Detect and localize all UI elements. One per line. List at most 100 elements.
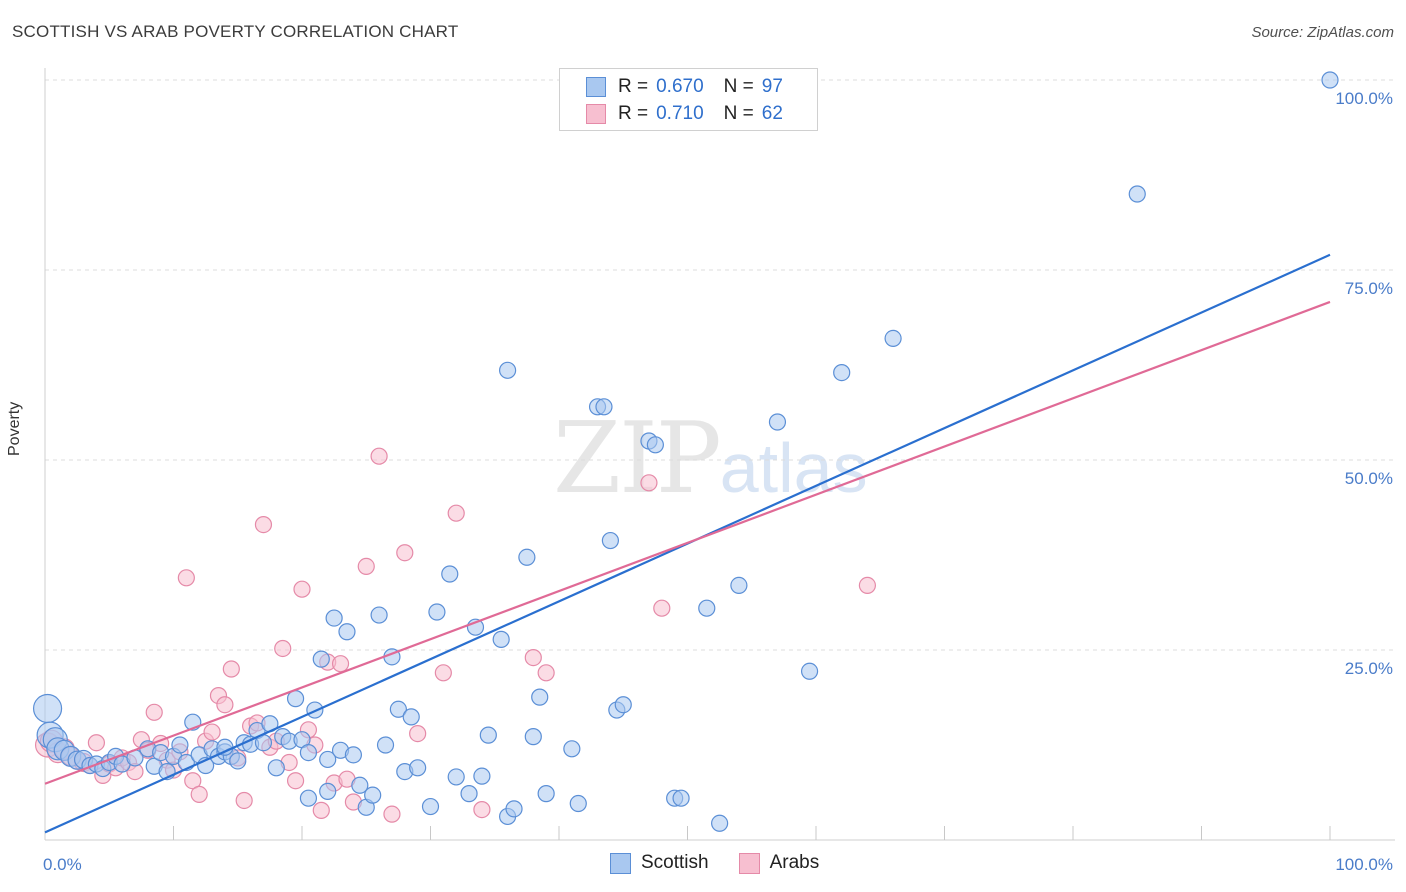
- arabs-point: [409, 724, 427, 743]
- y-tick-label: 25.0%: [1345, 659, 1393, 678]
- scottish-point: [595, 398, 613, 416]
- scottish-point: [409, 759, 427, 777]
- x-tick-label: 100.0%: [1335, 855, 1393, 874]
- scottish-point: [768, 413, 787, 431]
- scottish-point: [319, 750, 337, 769]
- arabs-point: [383, 805, 401, 823]
- watermark-atlas: atlas: [719, 429, 868, 507]
- legend-r-value: 0.710: [656, 103, 704, 124]
- scottish-point: [505, 800, 523, 818]
- scottish-point: [884, 329, 902, 347]
- arabs-point: [858, 576, 877, 595]
- legend-n-label: N =: [723, 103, 754, 124]
- arabs-swatch: [586, 104, 606, 124]
- legend-n-value: 62: [761, 103, 783, 124]
- arabs-point: [87, 734, 106, 752]
- scottish-point: [319, 782, 337, 800]
- scottish-point: [441, 565, 459, 583]
- arabs-point: [331, 655, 350, 673]
- scottish-point: [299, 789, 318, 807]
- scottish-point: [531, 688, 549, 706]
- scottish-swatch: [610, 852, 631, 874]
- chart-title: SCOTTISH VS ARAB POVERTY CORRELATION CHA…: [12, 22, 459, 41]
- legend-n-label: N =: [723, 76, 754, 97]
- y-tick-label: 50.0%: [1345, 469, 1393, 488]
- trend-lines: [44, 253, 1331, 834]
- arabs-point: [357, 557, 375, 576]
- legend-item-arabs[interactable]: Arabs: [738, 852, 820, 874]
- scottish-point: [460, 785, 478, 803]
- scottish-point: [428, 603, 446, 621]
- legend-r-label: R =: [618, 76, 649, 97]
- scottish-point: [389, 700, 407, 718]
- scottish-point: [299, 743, 318, 762]
- arabs-point: [222, 660, 240, 678]
- arabs-point: [640, 474, 658, 492]
- legend-row-arabs: R = 0.710 N = 62: [586, 102, 783, 126]
- scottish-point: [614, 696, 632, 714]
- scottish-point: [402, 708, 420, 726]
- x-tick-label: 0.0%: [43, 855, 82, 874]
- y-tick-label: 75.0%: [1345, 279, 1393, 298]
- arabs-point: [653, 599, 671, 617]
- scottish-point: [312, 650, 330, 668]
- legend-n-value: 97: [761, 76, 783, 97]
- scottish-point: [325, 609, 343, 627]
- scottish-point: [672, 789, 690, 807]
- y-tick-label: 100.0%: [1335, 89, 1393, 108]
- grid: [45, 79, 1395, 651]
- scottish-point: [267, 759, 285, 777]
- scottish-point: [447, 768, 465, 786]
- scottish-point: [492, 630, 510, 648]
- arabs-point: [216, 696, 234, 714]
- arabs-point: [145, 703, 163, 721]
- scottish-point: [800, 662, 819, 680]
- source-label: Source: ZipAtlas.com: [1251, 24, 1394, 41]
- arabs-point: [447, 504, 465, 522]
- arabs-swatch: [738, 852, 760, 874]
- correlation-legend: R = 0.670 N = 97 R = 0.710 N = 62: [559, 68, 818, 131]
- scottish-point: [473, 767, 491, 785]
- arabs-point: [312, 801, 330, 819]
- legend-label-arabs: Arabs: [769, 852, 820, 873]
- scottish-point: [698, 599, 716, 617]
- scottish-point: [518, 548, 536, 566]
- scottish-point: [1321, 71, 1339, 89]
- scottish-point: [171, 736, 189, 754]
- watermark: ZIPatlas: [553, 402, 868, 516]
- arabs-point: [396, 544, 414, 562]
- arabs-point: [274, 639, 292, 658]
- scottish-point: [370, 606, 388, 624]
- arabs-point: [203, 723, 221, 741]
- arabs-point: [177, 569, 195, 587]
- scottish-point: [376, 736, 395, 754]
- arabs-point: [524, 648, 542, 667]
- scottish-point: [229, 752, 247, 770]
- legend-item-scottish[interactable]: Scottish: [610, 852, 709, 874]
- arabs-point: [537, 664, 555, 682]
- scottish-point: [730, 576, 748, 595]
- scottish-point: [1128, 185, 1146, 203]
- arabs-point: [254, 515, 273, 534]
- scottish-point: [569, 794, 587, 813]
- legend-label-scottish: Scottish: [641, 852, 709, 873]
- scottish-point: [32, 693, 63, 724]
- arabs-point: [293, 580, 311, 598]
- scottish-point: [338, 623, 356, 641]
- scottish-point: [563, 740, 581, 758]
- scottish-swatch: [586, 77, 606, 97]
- arabs-point: [190, 785, 208, 804]
- scottish-point: [833, 364, 851, 382]
- legend-row-scottish: R = 0.670 N = 97: [586, 75, 783, 99]
- series-legend: Scottish Arabs: [610, 852, 849, 874]
- arabs-trend-line: [44, 300, 1331, 785]
- scottish-point: [524, 728, 542, 746]
- arabs-point: [235, 791, 253, 810]
- scottish-point: [646, 436, 664, 454]
- legend-r-value: 0.670: [656, 76, 704, 97]
- scottish-point: [479, 726, 497, 744]
- arabs-point: [434, 664, 452, 682]
- arabs-point: [286, 772, 305, 790]
- scottish-point: [711, 814, 729, 832]
